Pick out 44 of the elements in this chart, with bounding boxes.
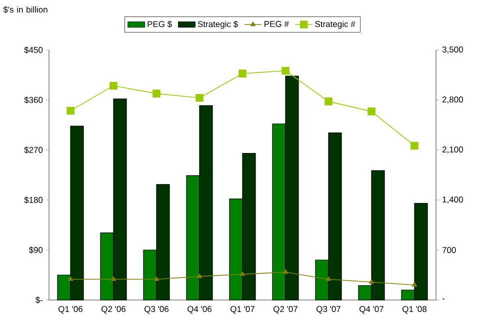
y2-tick-label: - bbox=[442, 298, 444, 300]
legend-label: PEG # bbox=[264, 20, 289, 27]
y2-tick-label: 2,800 bbox=[442, 96, 463, 104]
point bbox=[368, 108, 376, 116]
legend-label: PEG $ bbox=[148, 20, 172, 28]
point bbox=[326, 276, 332, 281]
point bbox=[238, 70, 246, 78]
x-tick-label: Q4 '07 bbox=[360, 306, 384, 314]
point bbox=[154, 276, 160, 281]
y-tick-label: $450 bbox=[24, 46, 43, 54]
x-tick-label: Q4 '06 bbox=[188, 306, 212, 314]
x-tick-label: Q3 '06 bbox=[144, 306, 169, 314]
point bbox=[368, 279, 374, 284]
point bbox=[152, 90, 160, 98]
point bbox=[196, 274, 202, 278]
x-tick-label: Q1 '06 bbox=[58, 306, 83, 314]
x-tick-label: Q1 '08 bbox=[402, 306, 427, 314]
point bbox=[110, 82, 118, 90]
y2-tick-label: 700 bbox=[442, 246, 456, 254]
y-axis-title: $'s in billion bbox=[3, 6, 48, 14]
y2-tick-label: 3,500 bbox=[442, 46, 463, 54]
legend-label: Strategic # bbox=[315, 20, 356, 29]
x-tick-label: Q2 '07 bbox=[274, 306, 298, 314]
x-tick-label: Q3 '07 bbox=[316, 306, 340, 314]
point bbox=[196, 94, 204, 102]
point bbox=[110, 276, 116, 281]
y-tick-label: $360 bbox=[24, 96, 43, 104]
legend-label: Strategic $ bbox=[198, 20, 238, 29]
y2-tick-label: 1,400 bbox=[442, 196, 463, 204]
y-tick-label: $270 bbox=[24, 146, 43, 154]
y-tick-label: $- bbox=[36, 296, 43, 304]
point bbox=[282, 66, 290, 75]
point bbox=[410, 142, 418, 150]
point bbox=[282, 269, 288, 274]
y2-tick-label: 2,100 bbox=[442, 146, 463, 154]
point bbox=[66, 106, 74, 115]
y-tick-label: $90 bbox=[28, 246, 43, 254]
point bbox=[68, 276, 74, 281]
x-tick-label: Q1 '07 bbox=[230, 306, 254, 314]
point bbox=[412, 282, 418, 287]
x-tick-label: Q2 '06 bbox=[102, 306, 126, 314]
point bbox=[240, 271, 246, 276]
point bbox=[324, 98, 332, 106]
y-tick-label: $180 bbox=[24, 196, 43, 204]
